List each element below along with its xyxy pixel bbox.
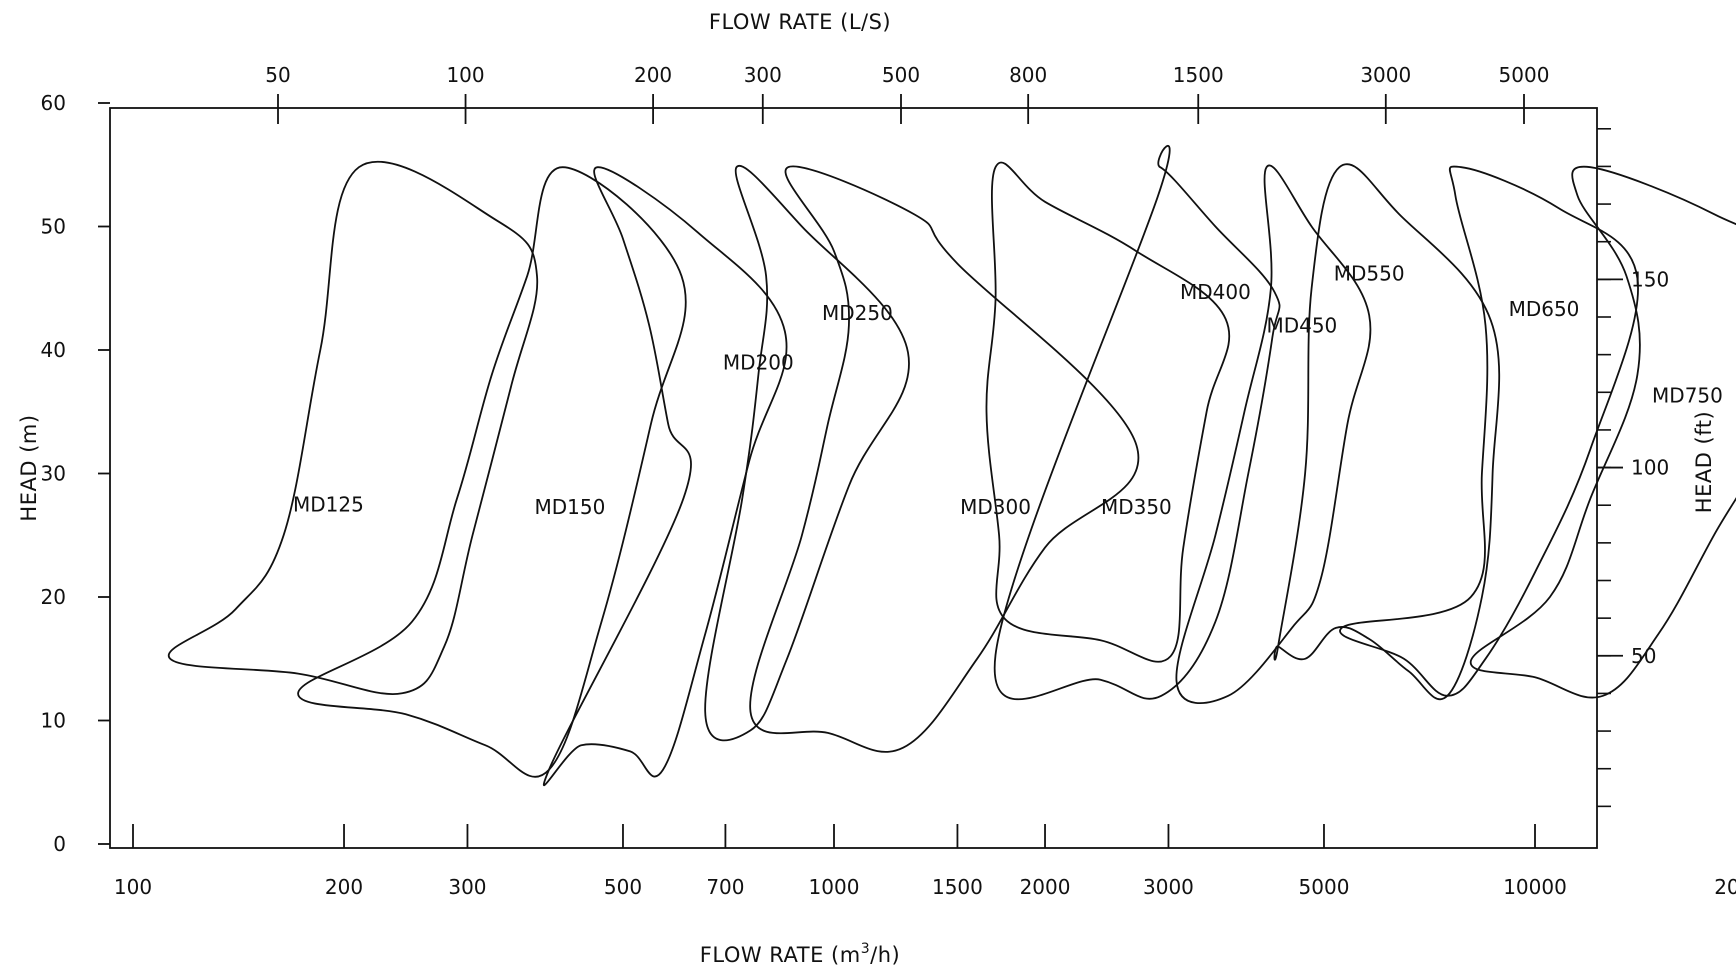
right-tick-label: 150: [1631, 267, 1669, 291]
top-tick-label: 500: [882, 63, 920, 87]
region-label-md400: MD400: [1180, 280, 1251, 304]
region-md350: [985, 161, 1231, 663]
plot-frame-group: [109, 107, 1598, 849]
top-tick-label: 5000: [1499, 63, 1550, 87]
region-md150: [297, 166, 687, 778]
region-md550: [1273, 163, 1501, 701]
region-md200: [543, 166, 788, 787]
axes-group: 0 10 20 30 40 50 60 50 100 150 100 200 300 500 700 1000…: [41, 63, 1736, 899]
region-label-md650: MD650: [1509, 297, 1580, 321]
left-axis-title: HEAD (m): [17, 414, 41, 521]
plot-frame: [109, 107, 1598, 849]
region-md300: [749, 165, 1140, 753]
bottom-tick-label: 2000: [1020, 875, 1071, 899]
region-label-md450: MD450: [1266, 313, 1337, 337]
bottom-tick-label: 20000: [1714, 875, 1736, 899]
top-tick-label: 100: [446, 63, 484, 87]
bottom-tick-label: 200: [325, 875, 363, 899]
bottom-tick-label: 1000: [809, 875, 860, 899]
region-label-md125: MD125: [293, 492, 364, 516]
bottom-axis-title-end: /h): [870, 943, 900, 967]
left-tick-label: 50: [41, 215, 66, 239]
bottom-axis-title-sup: 3: [861, 941, 870, 957]
bottom-axis-title-main: FLOW RATE (m: [700, 943, 861, 967]
left-tick-label: 20: [41, 585, 66, 609]
top-tick-label: 3000: [1360, 63, 1411, 87]
left-tick-label: 30: [41, 462, 66, 486]
region-label-md350: MD350: [1101, 495, 1172, 519]
bottom-tick-label: 500: [604, 875, 642, 899]
top-tick-label: 800: [1009, 63, 1047, 87]
region-md400: [993, 144, 1281, 701]
right-tick-label: 50: [1631, 644, 1656, 668]
region-md450: [1175, 164, 1372, 704]
bottom-tick-label: 3000: [1143, 875, 1194, 899]
region-label-md750: MD750: [1652, 384, 1723, 408]
top-tick-label: 300: [744, 63, 782, 87]
region-md125: [167, 160, 539, 695]
bottom-tick-label: 1500: [932, 875, 983, 899]
region-md250: [704, 164, 910, 742]
region-label-md150: MD150: [534, 495, 605, 519]
region-label-md250: MD250: [822, 301, 893, 325]
left-tick-label: 60: [41, 91, 66, 115]
bottom-tick-label: 700: [706, 875, 744, 899]
bottom-tick-label: 10000: [1503, 875, 1567, 899]
top-tick-label: 200: [634, 63, 672, 87]
bottom-tick-label: 100: [114, 875, 152, 899]
top-tick-label: 1500: [1173, 63, 1224, 87]
region-md650: [1339, 165, 1639, 697]
bottom-tick-label: 300: [448, 875, 486, 899]
region-label-md550: MD550: [1334, 261, 1405, 285]
left-tick-label: 40: [41, 338, 66, 362]
top-axis-title: FLOW RATE (L/S): [709, 10, 891, 34]
right-axis-title: HEAD (ft): [1692, 411, 1716, 513]
bottom-axis-title: FLOW RATE (m3/h): [700, 941, 900, 967]
top-tick-label: 50: [265, 63, 290, 87]
bottom-tick-label: 5000: [1299, 875, 1350, 899]
left-tick-label: 10: [41, 709, 66, 733]
left-tick-label: 0: [53, 832, 66, 856]
right-tick-label: 100: [1631, 456, 1669, 480]
